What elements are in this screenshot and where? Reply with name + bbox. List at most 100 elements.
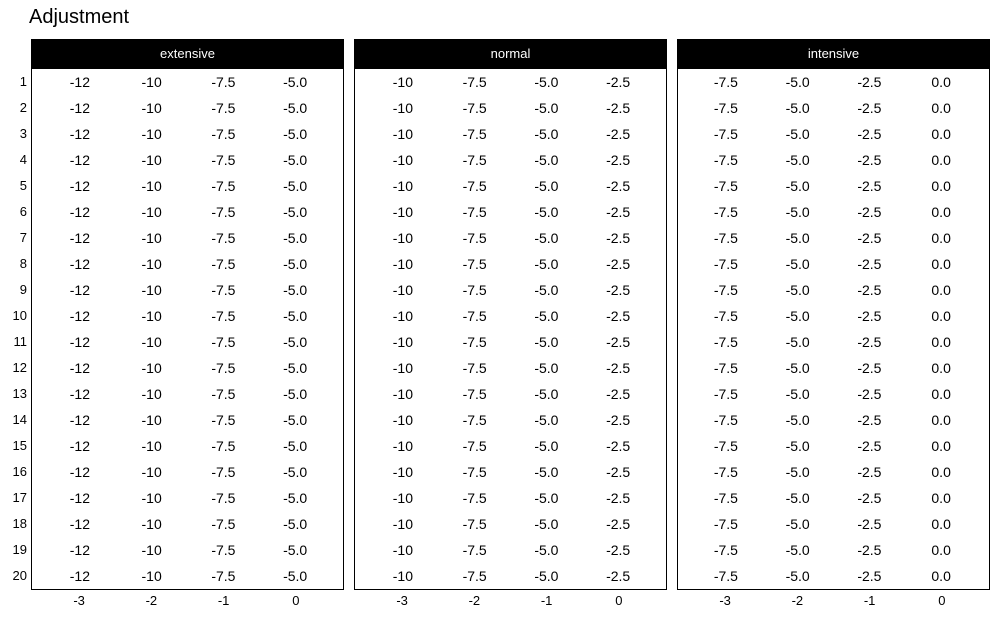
table-cell: -12 bbox=[69, 438, 90, 454]
table-cell: 0.0 bbox=[931, 542, 951, 558]
table-cell: -2.5 bbox=[606, 204, 631, 220]
table-cell: -7.5 bbox=[713, 126, 738, 142]
table-cell: -12 bbox=[69, 152, 90, 168]
table-cell: -12 bbox=[69, 386, 90, 402]
table-row: -7.5 -5.0 -2.5 0.0 bbox=[678, 199, 989, 225]
table-cell: -10 bbox=[392, 334, 413, 350]
table-cell: -10 bbox=[392, 230, 413, 246]
table-cell: -10 bbox=[141, 308, 162, 324]
table-row: -7.5 -5.0 -2.5 0.0 bbox=[678, 69, 989, 95]
row-number: 6 bbox=[19, 204, 27, 219]
table-cell: -5.0 bbox=[534, 438, 559, 454]
facet-header: intensive bbox=[677, 39, 990, 69]
facet-panel: normal -10 -7.5 -5.0 -2.5 -10 -7.5 -5.0 -2.5 -10… bbox=[354, 39, 667, 612]
table-cell: -10 bbox=[392, 516, 413, 532]
table-cell: -7.5 bbox=[462, 126, 487, 142]
table-cell: -10 bbox=[141, 516, 162, 532]
table-cell: 0.0 bbox=[931, 178, 951, 194]
table-cell: -7.5 bbox=[713, 516, 738, 532]
table-cell: -7.5 bbox=[462, 516, 487, 532]
table-cell: -5.0 bbox=[534, 360, 559, 376]
table-cell: -7.5 bbox=[462, 360, 487, 376]
table-cell: -5.0 bbox=[283, 568, 308, 584]
table-cell: -7.5 bbox=[713, 334, 738, 350]
table-cell: -5.0 bbox=[785, 438, 810, 454]
table-cell: -7.5 bbox=[211, 386, 236, 402]
table-cell: -2.5 bbox=[857, 542, 882, 558]
table-row: -12 -10 -7.5 -5.0 bbox=[32, 433, 343, 459]
table-cell: -7.5 bbox=[713, 490, 738, 506]
table-cell: -7.5 bbox=[211, 308, 236, 324]
table-cell: -5.0 bbox=[534, 568, 559, 584]
table-cell: -7.5 bbox=[211, 438, 236, 454]
table-row: -12 -10 -7.5 -5.0 bbox=[32, 511, 343, 537]
table-row: -7.5 -5.0 -2.5 0.0 bbox=[678, 251, 989, 277]
table-cell: -7.5 bbox=[462, 334, 487, 350]
facet-panel: extensive -12 -10 -7.5 -5.0 -12 -10 -7.5 -5.0 -1… bbox=[31, 39, 344, 612]
table-cell: -12 bbox=[69, 568, 90, 584]
table-row: -10 -7.5 -5.0 -2.5 bbox=[355, 69, 666, 95]
table-cell: -7.5 bbox=[211, 74, 236, 90]
table-cell: -5.0 bbox=[785, 100, 810, 116]
table-cell: -7.5 bbox=[713, 256, 738, 272]
table-cell: -5.0 bbox=[534, 516, 559, 532]
table-cell: -2.5 bbox=[857, 178, 882, 194]
table-cell: -5.0 bbox=[534, 412, 559, 428]
table-cell: 0.0 bbox=[931, 74, 951, 90]
table-cell: -2.5 bbox=[606, 568, 631, 584]
table-cell: -2.5 bbox=[857, 490, 882, 506]
table-cell: -2.5 bbox=[606, 386, 631, 402]
table-cell: -10 bbox=[141, 542, 162, 558]
table-cell: -12 bbox=[69, 516, 90, 532]
table-cell: -5.0 bbox=[785, 282, 810, 298]
table-row: -10 -7.5 -5.0 -2.5 bbox=[355, 199, 666, 225]
table-cell: -5.0 bbox=[283, 178, 308, 194]
x-axis: -3 -2 -1 0 bbox=[677, 590, 990, 612]
table-row: -7.5 -5.0 -2.5 0.0 bbox=[678, 173, 989, 199]
table-cell: -12 bbox=[69, 126, 90, 142]
table-cell: -5.0 bbox=[283, 74, 308, 90]
table-cell: -10 bbox=[392, 464, 413, 480]
table-cell: -10 bbox=[392, 100, 413, 116]
table-cell: -7.5 bbox=[211, 412, 236, 428]
row-number: 4 bbox=[19, 152, 27, 167]
table-row: -12 -10 -7.5 -5.0 bbox=[32, 329, 343, 355]
table-cell: -7.5 bbox=[211, 334, 236, 350]
table-cell: -2.5 bbox=[857, 334, 882, 350]
table-cell: -10 bbox=[392, 568, 413, 584]
page-title: Adjustment bbox=[29, 6, 130, 28]
table-cell: -2.5 bbox=[606, 516, 631, 532]
table-cell: -5.0 bbox=[534, 230, 559, 246]
table-cell: -2.5 bbox=[606, 490, 631, 506]
table-row: -10 -7.5 -5.0 -2.5 bbox=[355, 459, 666, 485]
table-row: -12 -10 -7.5 -5.0 bbox=[32, 121, 343, 147]
table-cell: -7.5 bbox=[211, 516, 236, 532]
table-cell: -5.0 bbox=[534, 386, 559, 402]
table-row: -10 -7.5 -5.0 -2.5 bbox=[355, 511, 666, 537]
table-cell: -7.5 bbox=[462, 490, 487, 506]
table-cell: -10 bbox=[392, 126, 413, 142]
table-row: -10 -7.5 -5.0 -2.5 bbox=[355, 485, 666, 511]
table-row: -7.5 -5.0 -2.5 0.0 bbox=[678, 459, 989, 485]
table-row: -12 -10 -7.5 -5.0 bbox=[32, 537, 343, 563]
table-cell: -2.5 bbox=[857, 386, 882, 402]
table-row: -7.5 -5.0 -2.5 0.0 bbox=[678, 485, 989, 511]
row-number: 9 bbox=[19, 282, 27, 297]
table-cell: -2.5 bbox=[857, 568, 882, 584]
table-cell: -7.5 bbox=[462, 412, 487, 428]
table-cell: -10 bbox=[141, 204, 162, 220]
table-cell: -10 bbox=[392, 178, 413, 194]
table-cell: -5.0 bbox=[283, 230, 308, 246]
table-cell: -10 bbox=[141, 152, 162, 168]
facet-header: normal bbox=[354, 39, 667, 69]
table-cell: -5.0 bbox=[785, 542, 810, 558]
table-cell: -7.5 bbox=[713, 152, 738, 168]
table-cell: -5.0 bbox=[283, 490, 308, 506]
table-cell: -2.5 bbox=[606, 308, 631, 324]
table-body: -7.5 -5.0 -2.5 0.0 -7.5 -5.0 -2.5 0.0 -7.5 -5.0 -2… bbox=[677, 69, 990, 590]
table-cell: 0.0 bbox=[931, 256, 951, 272]
row-number-gutter: 1 2 3 4 5 6 7 8 9 10 11 12 13 14 15 16 17 18 19 20 bbox=[0, 39, 31, 589]
table-cell: 0.0 bbox=[931, 490, 951, 506]
table-cell: -5.0 bbox=[534, 100, 559, 116]
table-cell: -5.0 bbox=[785, 464, 810, 480]
